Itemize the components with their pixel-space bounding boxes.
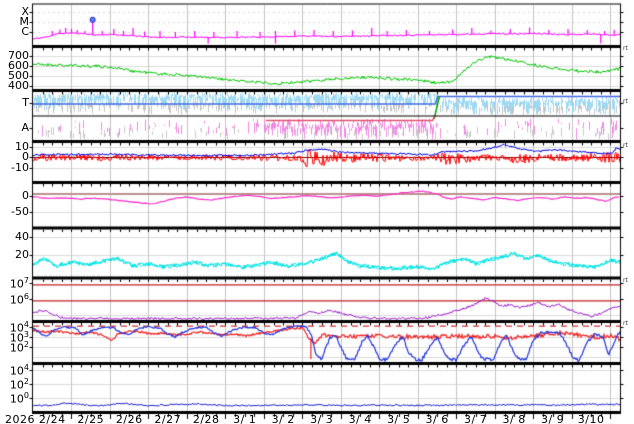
y-tick-label: C — [21, 25, 29, 38]
x-date-label: 3/ 8 — [502, 413, 526, 424]
y-tick-label: 106 — [9, 292, 29, 307]
y-tick-label: 40 — [15, 230, 29, 243]
x-date-label: 3/ 2 — [271, 413, 295, 424]
y-tick-label: 0 — [22, 150, 29, 163]
y-tick-label: 103 — [9, 330, 29, 345]
y-tick-label: 400 — [8, 79, 29, 92]
y-tick-label: 100 — [9, 391, 29, 406]
y-tick-label: M — [19, 15, 30, 28]
y-tick-label: 102 — [9, 340, 29, 355]
y-tick-label: -50 — [11, 205, 29, 218]
x-date-label: 3/10 — [577, 413, 605, 424]
realtime-marker: rt — [623, 98, 628, 105]
y-tick-label: 104 — [9, 363, 29, 378]
x-date-label: 3/ 3 — [310, 413, 334, 424]
realtime-marker: rt — [623, 45, 628, 52]
y-tick-label: A — [21, 121, 29, 134]
x-date-label: 3/ 9 — [541, 413, 565, 424]
y-tick-label: 104 — [9, 320, 29, 335]
y-tick-label: T — [22, 96, 29, 109]
x-date-label: 2/26 — [115, 413, 143, 424]
y-tick-label: 20 — [15, 248, 29, 261]
realtime-marker: rt — [623, 277, 628, 284]
y-tick-label: 600 — [8, 59, 29, 72]
x-date-label: 3/ 1 — [233, 413, 257, 424]
x-date-label: 3/ 4 — [348, 413, 372, 424]
realtime-marker: rt — [623, 320, 628, 327]
y-tick-label: 107 — [9, 276, 29, 291]
y-tick-label: 0 — [22, 189, 29, 202]
y-tick-label: 102 — [9, 377, 29, 392]
y-tick-label: X — [21, 5, 29, 18]
x-date-label: 3/ 5 — [387, 413, 411, 424]
y-tick-label: 500 — [8, 69, 29, 82]
year-label: 2026 — [5, 413, 35, 424]
x-date-label: 2/28 — [192, 413, 220, 424]
y-tick-label: 10 — [15, 140, 29, 153]
x-date-label: 3/ 7 — [464, 413, 488, 424]
x-date-label: 2/27 — [154, 413, 182, 424]
y-tick-label: 700 — [8, 49, 29, 62]
x-date-label: 3/ 6 — [425, 413, 449, 424]
y-tick-label: -10 — [11, 161, 29, 174]
x-date-label: 2/25 — [77, 413, 105, 424]
x-date-label: 2/24 — [38, 413, 66, 424]
realtime-marker: rt — [623, 142, 628, 149]
